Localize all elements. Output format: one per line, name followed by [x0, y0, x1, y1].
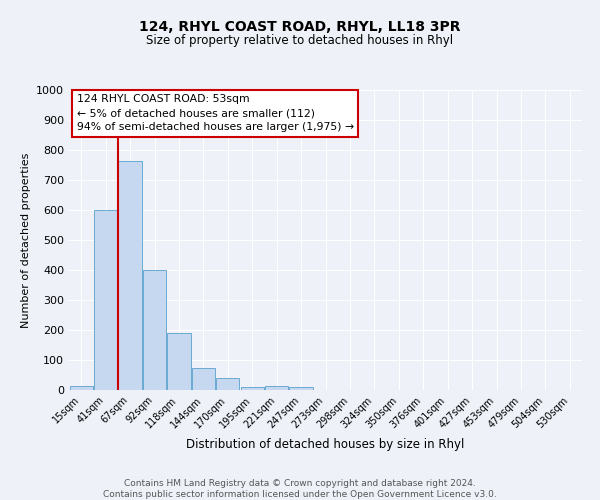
X-axis label: Distribution of detached houses by size in Rhyl: Distribution of detached houses by size …	[187, 438, 464, 451]
Bar	[289, 387, 313, 390]
Text: Size of property relative to detached houses in Rhyl: Size of property relative to detached ho…	[146, 34, 454, 47]
Bar	[118, 162, 142, 390]
Text: 124, RHYL COAST ROAD, RHYL, LL18 3PR: 124, RHYL COAST ROAD, RHYL, LL18 3PR	[139, 20, 461, 34]
Bar	[70, 386, 93, 390]
Text: 124 RHYL COAST ROAD: 53sqm
← 5% of detached houses are smaller (112)
94% of semi: 124 RHYL COAST ROAD: 53sqm ← 5% of detac…	[77, 94, 354, 132]
Bar	[143, 270, 166, 390]
Bar	[265, 386, 288, 390]
Text: Contains HM Land Registry data © Crown copyright and database right 2024.: Contains HM Land Registry data © Crown c…	[124, 479, 476, 488]
Bar	[167, 333, 191, 390]
Bar	[94, 210, 117, 390]
Y-axis label: Number of detached properties: Number of detached properties	[20, 152, 31, 328]
Bar	[192, 368, 215, 390]
Bar	[241, 387, 264, 390]
Bar	[216, 378, 239, 390]
Text: Contains public sector information licensed under the Open Government Licence v3: Contains public sector information licen…	[103, 490, 497, 499]
